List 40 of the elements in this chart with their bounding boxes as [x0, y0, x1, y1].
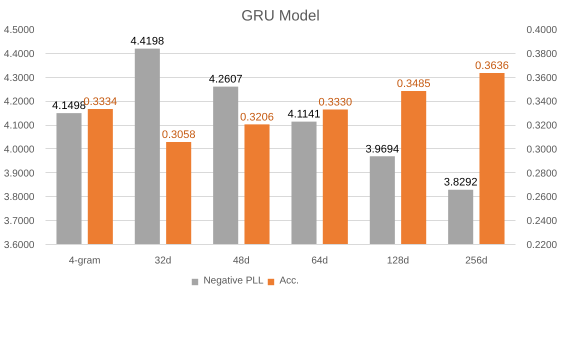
chart-title: GRU Model — [241, 8, 320, 24]
y2-tick-label: 0.4000 — [526, 25, 558, 36]
y-tick-label: 3.7000 — [4, 216, 35, 228]
data-label: 0.3636 — [475, 60, 509, 72]
y2-tick-label: 0.2800 — [526, 168, 558, 180]
data-label: 4.4198 — [130, 36, 164, 48]
y-tick-label: 4.0000 — [4, 144, 35, 156]
y-tick-label: 4.5000 — [4, 25, 35, 36]
data-label: 3.8292 — [444, 176, 478, 189]
legend-label: Negative PLL — [203, 276, 264, 286]
y-tick-label: 4.4000 — [4, 48, 35, 60]
y2-tick-label: 0.3800 — [526, 48, 558, 60]
y-tick-label: 4.2000 — [4, 96, 35, 108]
x-tick-label: 128d — [386, 256, 410, 266]
y-tick-label: 3.9000 — [4, 168, 35, 180]
data-label: 0.3206 — [240, 111, 274, 124]
y2-tick-label: 0.2400 — [526, 216, 558, 228]
y-tick-label: 3.6000 — [4, 240, 35, 251]
x-tick-label: 4-gram — [68, 256, 101, 266]
x-tick-label: 256d — [465, 256, 488, 266]
data-label: 0.3058 — [162, 129, 196, 142]
y2-tick-label: 0.2600 — [526, 192, 558, 204]
y-tick-label: 4.3000 — [4, 72, 35, 84]
y2-tick-label: 0.3000 — [526, 144, 558, 156]
y2-tick-label: 0.3600 — [526, 72, 558, 84]
y-tick-label: 3.8000 — [4, 192, 35, 204]
x-tick-label: 64d — [311, 256, 328, 266]
data-label: 3.9694 — [366, 143, 400, 156]
x-tick-label: 48d — [232, 256, 250, 266]
legend-label: Acc. — [280, 276, 300, 286]
x-tick-label: 32d — [154, 256, 172, 266]
data-label: 0.3485 — [396, 78, 430, 90]
y2-tick-label: 0.2200 — [526, 240, 558, 251]
y2-tick-label: 0.3400 — [526, 96, 558, 108]
y-tick-label: 4.1000 — [4, 120, 35, 132]
data-label: 4.2607 — [208, 74, 242, 86]
y2-tick-label: 0.3200 — [526, 120, 558, 132]
data-label: 4.1141 — [288, 108, 320, 121]
data-label: 4.1498 — [52, 100, 86, 112]
data-label: 0.3330 — [318, 96, 352, 109]
